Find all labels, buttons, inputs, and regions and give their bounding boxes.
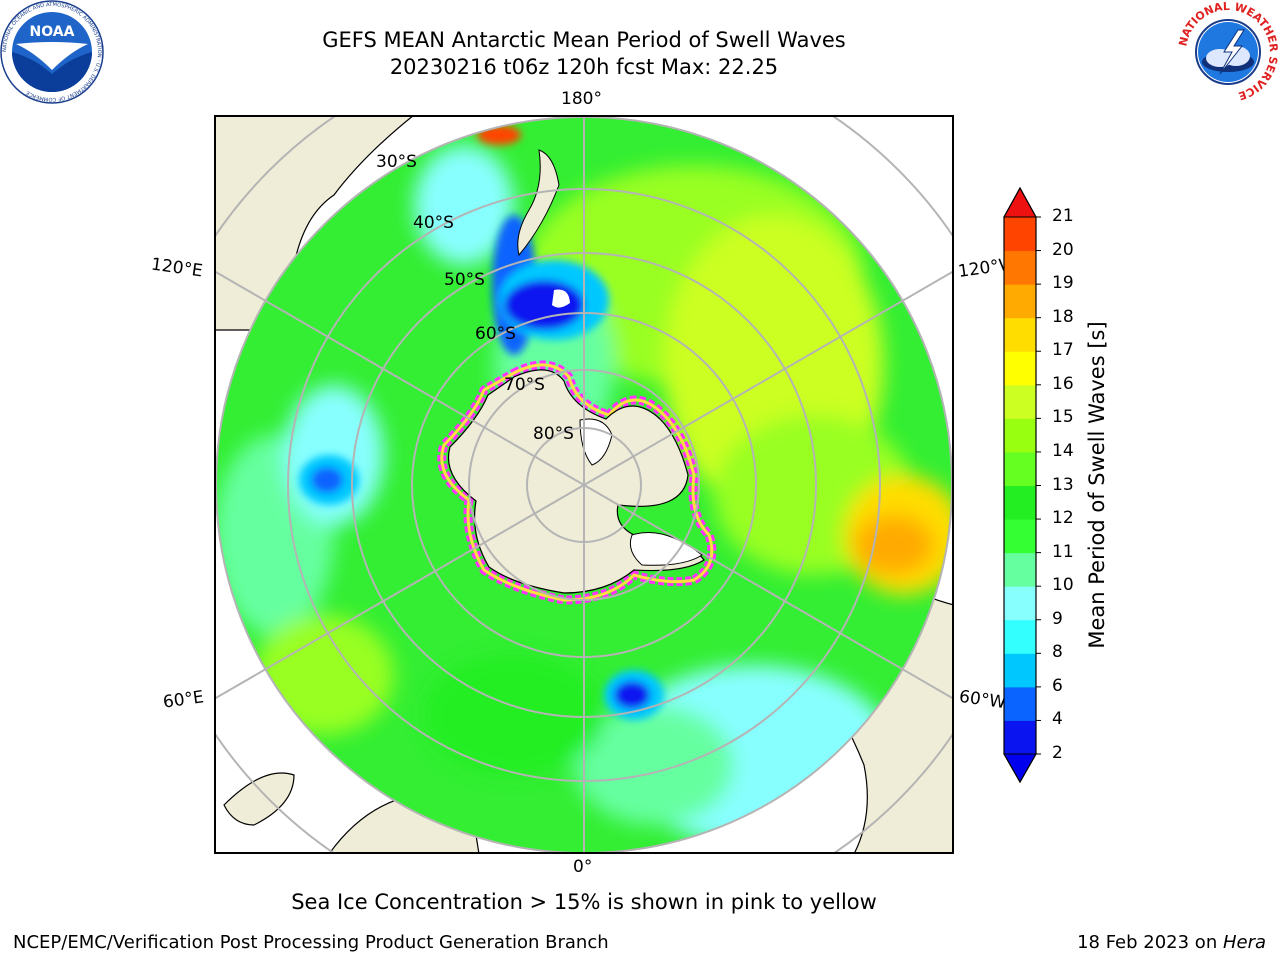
colorbar-over-arrow [1003,186,1037,218]
ice-shelf-weddell [629,532,703,566]
colorbar-title: Mean Period of Swell Waves [s] [1085,321,1109,649]
footer-left: NCEP/EMC/Verification Post Processing Pr… [13,932,609,953]
chart-subtitle: 20230216 t06z 120h fcst Max: 22.25 [389,55,779,79]
colorbar-segment [1004,284,1036,319]
lat-label-70s: 70°S [504,375,545,395]
nws-logo: NATIONAL WEATHER SERVICE [1176,0,1280,103]
land-new-zealand [517,149,560,257]
colorbar-tick-label: 18 [1052,306,1074,327]
colorbar-tick-label: 12 [1052,508,1074,529]
colorbar-segment [1004,317,1036,352]
colorbar-tick-label: 11 [1052,541,1074,562]
colorbar-tick-label: 19 [1052,273,1074,294]
lat-label-30s: 30°S [376,152,417,172]
colorbar-segment [1004,519,1036,554]
colorbar-segment [1004,686,1036,721]
lon-label-0: 0° [573,857,593,877]
colorbar-segment [1004,250,1036,285]
lon-label-60e: 60°E [161,687,206,713]
colorbar-segment [1004,485,1036,520]
colorbar-tick-label: 10 [1052,575,1074,596]
colorbar-tick-label: 8 [1052,642,1063,663]
map-frame [214,115,954,854]
land-madagascar [223,772,295,826]
colorbar-segment [1004,451,1036,486]
colorbar-segment [1004,384,1036,419]
noaa-wordmark: NOAA [30,24,75,40]
lat-label-50s: 50°S [444,270,485,290]
colorbar-segment [1004,619,1036,654]
lat-label-80s: 80°S [533,424,574,444]
footer-date: 18 Feb 2023 on [1077,932,1223,953]
colorbar-under-arrow [1003,753,1037,784]
colorbar-tick-label: 17 [1052,340,1074,361]
colorbar [1003,186,1041,784]
colorbar-tick-label: 2 [1052,743,1063,763]
colorbar-tick-label: 20 [1052,239,1074,260]
noaa-logo: NATIONAL OCEANIC AND ATMOSPHERIC ADMINIS… [0,0,104,104]
colorbar-segment [1004,217,1036,252]
lon-label-180: 180° [561,89,602,109]
polar-map [214,115,954,854]
sea-ice-note: Sea Ice Concentration > 15% is shown in … [291,890,877,914]
colorbar-segment [1004,586,1036,621]
lat-label-60s: 60°S [475,324,516,344]
colorbar-tick-label: 4 [1052,709,1063,730]
colorbar-segment [1004,351,1036,386]
colorbar-tick-label: 15 [1052,407,1074,428]
colorbar-segment [1004,720,1036,755]
chart-title: GEFS MEAN Antarctic Mean Period of Swell… [322,28,846,52]
lon-label-120e: 120°E [149,254,204,282]
colorbar-tick-label: 14 [1052,440,1074,461]
colorbar-tick-label: 9 [1052,608,1063,629]
colorbar-segment [1004,653,1036,688]
colorbar-segment [1004,418,1036,453]
lat-label-40s: 40°S [413,213,454,233]
colorbar-tick-label: 13 [1052,474,1074,495]
colorbar-segment [1004,552,1036,587]
footer-right: 18 Feb 2023 on Hera [1077,932,1266,953]
footer-host: Hera [1222,932,1266,953]
colorbar-tick-label: 21 [1052,206,1074,226]
colorbar-tick-label: 16 [1052,373,1074,394]
colorbar-tick-label: 6 [1052,675,1063,696]
